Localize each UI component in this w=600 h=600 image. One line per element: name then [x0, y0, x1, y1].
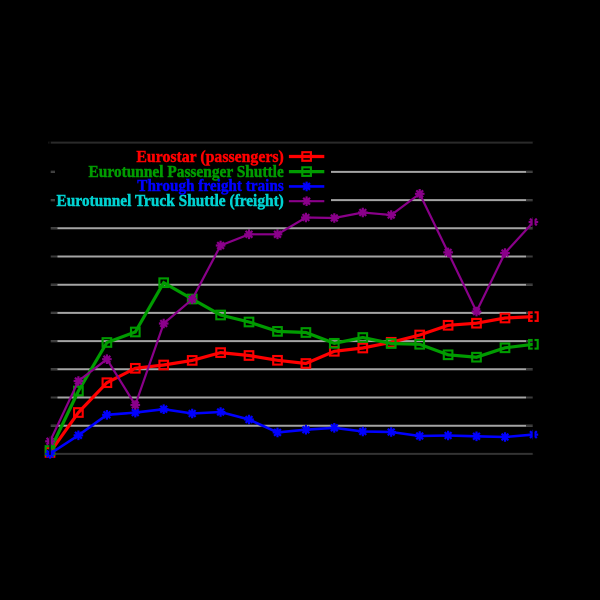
svg-text:Through freight trains: Through freight trains [137, 176, 284, 195]
svg-text:Eurotunnel Truck Shuttle (frei: Eurotunnel Truck Shuttle (freight) [57, 191, 284, 210]
svg-text:Eurotunnel Passenger Shuttle: Eurotunnel Passenger Shuttle [89, 162, 285, 181]
svg-text:Eurostar (passengers): Eurostar (passengers) [136, 147, 283, 166]
